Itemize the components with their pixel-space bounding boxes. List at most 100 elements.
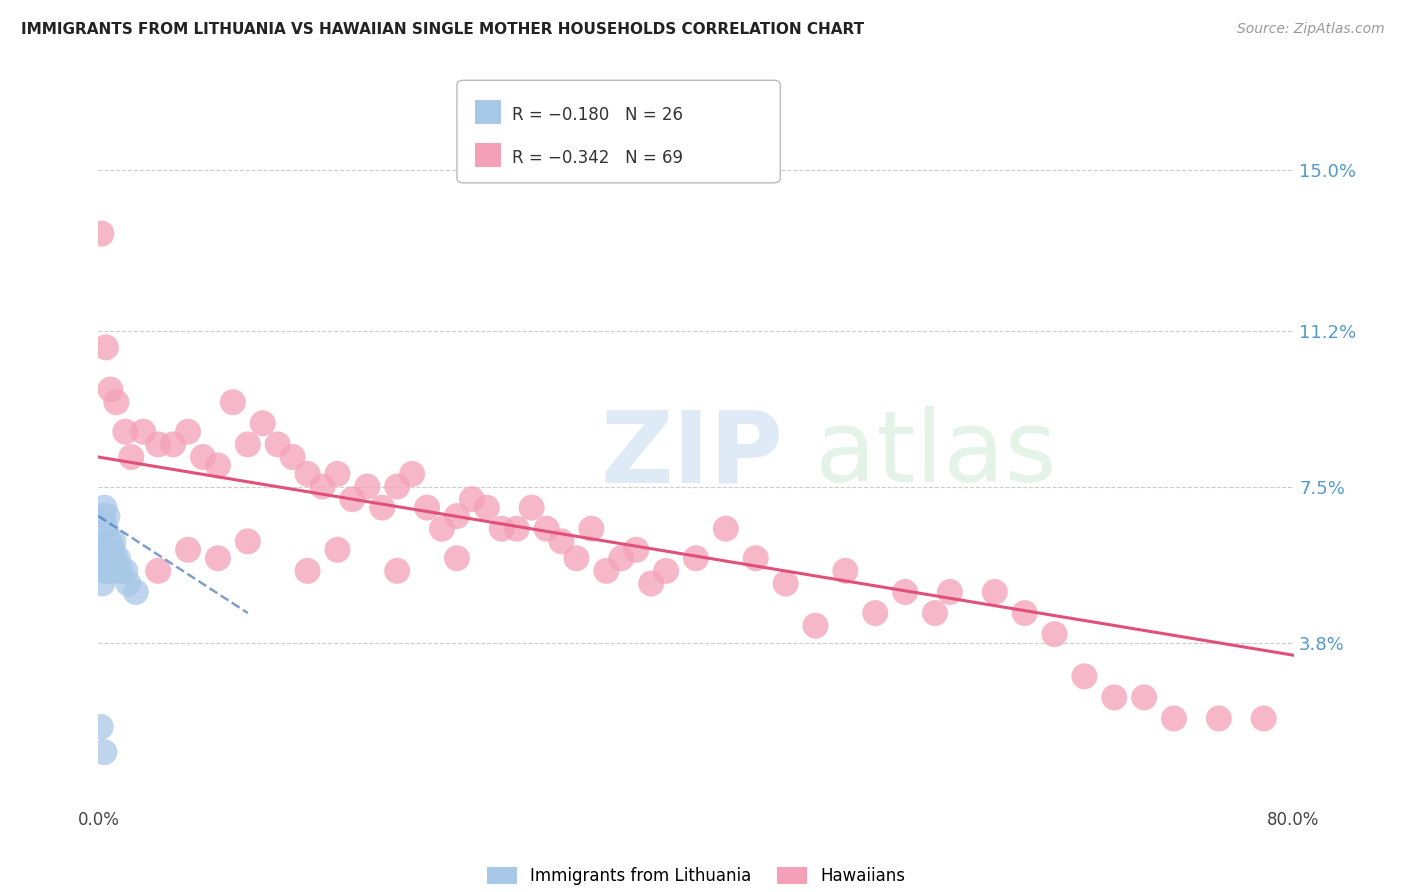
Point xyxy=(1133,690,1156,705)
Point xyxy=(96,551,118,566)
Point xyxy=(475,500,498,515)
Point xyxy=(1208,711,1230,725)
Point xyxy=(430,522,453,536)
Point xyxy=(401,467,423,481)
Point xyxy=(177,542,200,557)
Point xyxy=(1043,627,1066,641)
Point xyxy=(745,551,768,566)
Point xyxy=(100,383,122,397)
Point xyxy=(94,564,117,578)
Point xyxy=(105,395,128,409)
Point xyxy=(1163,711,1185,725)
Point xyxy=(775,576,797,591)
Point xyxy=(191,450,214,464)
Point xyxy=(804,618,827,632)
Point xyxy=(595,564,617,578)
Point xyxy=(114,564,136,578)
Point xyxy=(894,585,917,599)
Point xyxy=(326,467,349,481)
Legend: Immigrants from Lithuania, Hawaiians: Immigrants from Lithuania, Hawaiians xyxy=(481,861,911,892)
Point xyxy=(90,227,112,241)
Point xyxy=(236,437,259,451)
Text: Source: ZipAtlas.com: Source: ZipAtlas.com xyxy=(1237,22,1385,37)
Point xyxy=(924,606,946,620)
Point xyxy=(98,534,121,549)
Point xyxy=(114,425,136,439)
Point xyxy=(714,522,737,536)
Point xyxy=(385,479,409,493)
Point xyxy=(101,564,124,578)
Point xyxy=(834,564,856,578)
Point xyxy=(93,500,115,515)
Point xyxy=(148,437,170,451)
Text: ZIP: ZIP xyxy=(600,407,783,503)
Point xyxy=(132,425,155,439)
Point xyxy=(267,437,290,451)
Point xyxy=(103,534,125,549)
Point xyxy=(107,551,129,566)
Point xyxy=(125,585,148,599)
Point xyxy=(97,564,120,578)
Point xyxy=(655,564,678,578)
Point xyxy=(506,522,529,536)
Point xyxy=(93,534,115,549)
Point xyxy=(446,551,468,566)
Point xyxy=(1253,711,1275,725)
Point xyxy=(446,509,468,524)
Point xyxy=(1014,606,1036,620)
Point xyxy=(94,340,117,354)
Point xyxy=(461,492,484,507)
Point xyxy=(640,576,662,591)
Point xyxy=(581,522,603,536)
Point xyxy=(91,576,114,591)
Point xyxy=(297,564,319,578)
Point xyxy=(550,534,572,549)
Point xyxy=(939,585,962,599)
Text: atlas: atlas xyxy=(815,407,1057,503)
Point xyxy=(863,606,887,620)
Point xyxy=(100,542,122,557)
Point xyxy=(105,564,128,578)
Point xyxy=(565,551,588,566)
Point xyxy=(610,551,633,566)
Point xyxy=(96,509,118,524)
Point xyxy=(371,500,394,515)
Text: R = −0.342   N = 69: R = −0.342 N = 69 xyxy=(512,149,683,167)
Point xyxy=(101,542,124,557)
Point xyxy=(97,551,120,566)
Point xyxy=(491,522,513,536)
Point xyxy=(120,450,142,464)
Point xyxy=(685,551,707,566)
Text: IMMIGRANTS FROM LITHUANIA VS HAWAIIAN SINGLE MOTHER HOUSEHOLDS CORRELATION CHART: IMMIGRANTS FROM LITHUANIA VS HAWAIIAN SI… xyxy=(21,22,865,37)
Point xyxy=(1073,669,1095,683)
Point xyxy=(385,564,409,578)
Point xyxy=(148,564,170,578)
Point xyxy=(100,564,122,578)
Point xyxy=(91,509,114,524)
Point xyxy=(536,522,558,536)
Point xyxy=(222,395,245,409)
Point xyxy=(177,425,200,439)
Point xyxy=(110,564,132,578)
Point xyxy=(90,551,112,566)
Point xyxy=(984,585,1007,599)
Point xyxy=(117,576,139,591)
Point xyxy=(162,437,184,451)
Point xyxy=(297,467,319,481)
Text: R = −0.180   N = 26: R = −0.180 N = 26 xyxy=(512,106,683,124)
Point xyxy=(90,720,112,734)
Point xyxy=(252,417,274,431)
Point xyxy=(236,534,259,549)
Point xyxy=(416,500,439,515)
Point xyxy=(207,458,229,473)
Point xyxy=(93,745,115,759)
Point xyxy=(1102,690,1125,705)
Point xyxy=(326,542,349,557)
Point xyxy=(520,500,543,515)
Point xyxy=(626,542,648,557)
Point xyxy=(104,551,127,566)
Point xyxy=(342,492,364,507)
Point xyxy=(207,551,229,566)
Point xyxy=(281,450,304,464)
Point xyxy=(94,522,117,536)
